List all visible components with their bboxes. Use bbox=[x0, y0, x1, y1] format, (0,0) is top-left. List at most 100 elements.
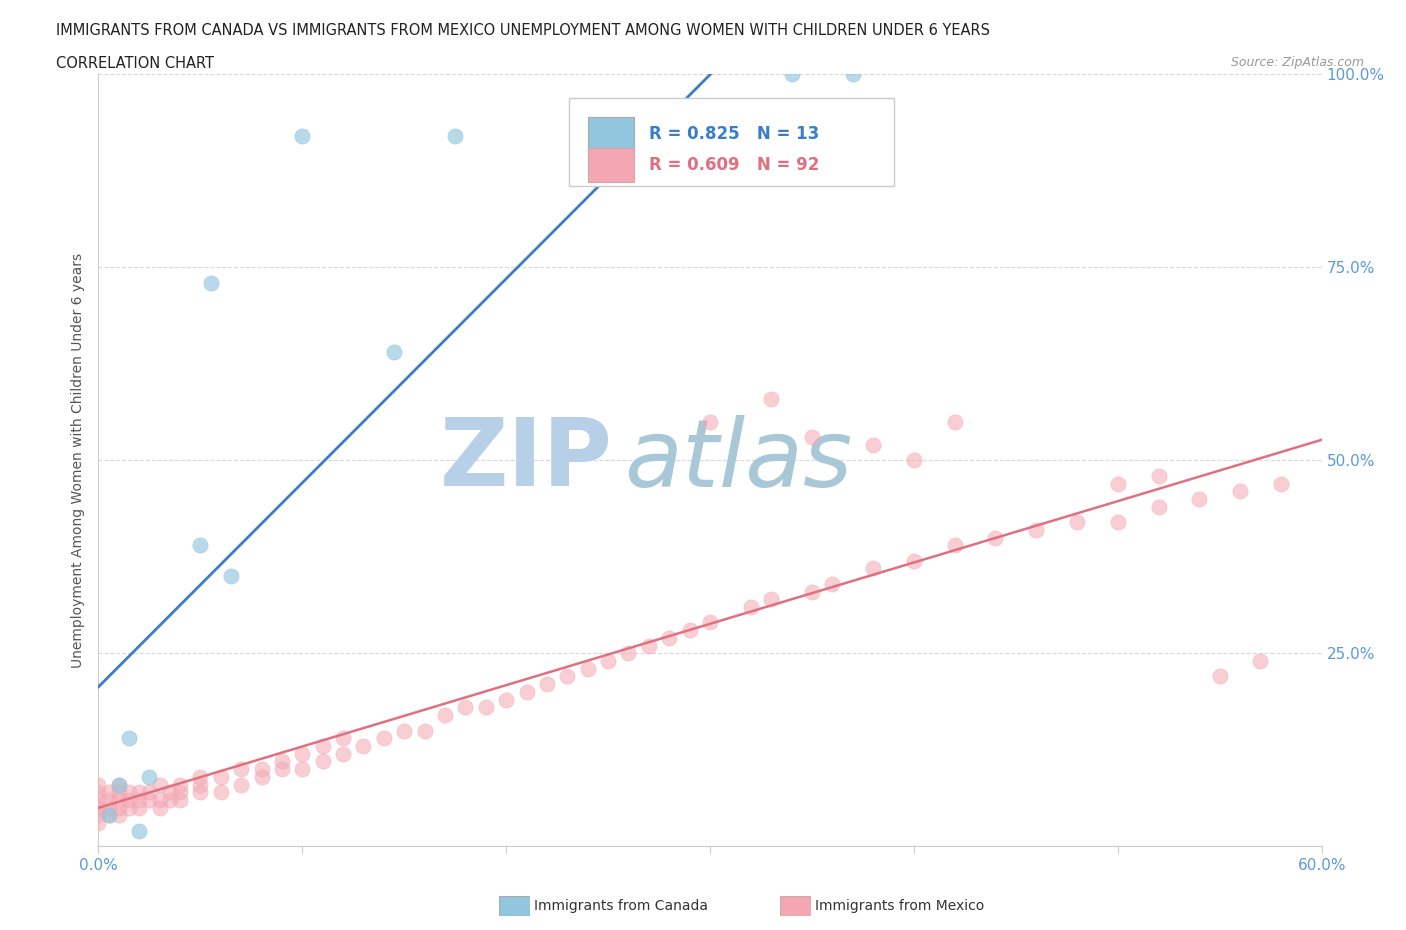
Point bbox=[87, 800, 110, 815]
Point bbox=[332, 746, 354, 761]
Point bbox=[188, 769, 212, 784]
Point bbox=[169, 785, 191, 800]
Point bbox=[188, 538, 212, 552]
Point bbox=[1270, 476, 1292, 491]
Text: IMMIGRANTS FROM CANADA VS IMMIGRANTS FROM MEXICO UNEMPLOYMENT AMONG WOMEN WITH C: IMMIGRANTS FROM CANADA VS IMMIGRANTS FRO… bbox=[56, 23, 990, 38]
Point bbox=[1107, 476, 1129, 491]
Point bbox=[495, 692, 517, 707]
Point bbox=[454, 700, 477, 715]
FancyBboxPatch shape bbox=[569, 98, 894, 186]
Point bbox=[638, 638, 661, 653]
Point bbox=[209, 769, 232, 784]
Point bbox=[200, 275, 222, 290]
Point bbox=[87, 816, 110, 830]
Point bbox=[821, 577, 844, 591]
Point bbox=[108, 785, 131, 800]
Point bbox=[1066, 514, 1088, 529]
Text: R = 0.825   N = 13: R = 0.825 N = 13 bbox=[650, 126, 820, 143]
Point bbox=[149, 777, 172, 792]
Point bbox=[270, 754, 294, 769]
Y-axis label: Unemployment Among Women with Children Under 6 years: Unemployment Among Women with Children U… bbox=[72, 253, 86, 668]
Point bbox=[128, 800, 150, 815]
Point bbox=[219, 569, 242, 584]
Point bbox=[1147, 469, 1170, 484]
Point bbox=[87, 792, 110, 807]
Point bbox=[312, 754, 335, 769]
Point bbox=[209, 785, 232, 800]
Point bbox=[149, 800, 172, 815]
Point bbox=[128, 792, 150, 807]
Point bbox=[97, 785, 120, 800]
Point bbox=[97, 792, 120, 807]
Point bbox=[536, 677, 558, 692]
Text: ZIP: ZIP bbox=[439, 415, 612, 506]
Point bbox=[1249, 654, 1271, 669]
Point bbox=[617, 646, 640, 661]
Point bbox=[188, 785, 212, 800]
Point bbox=[97, 808, 120, 823]
Point bbox=[1209, 669, 1232, 684]
Point bbox=[108, 777, 131, 792]
Point bbox=[231, 777, 253, 792]
Point bbox=[108, 777, 131, 792]
Point bbox=[780, 67, 803, 82]
Point bbox=[97, 800, 120, 815]
Point bbox=[382, 345, 405, 360]
Point bbox=[434, 708, 457, 723]
Point bbox=[291, 746, 314, 761]
Point bbox=[1025, 523, 1047, 538]
Point bbox=[740, 600, 762, 615]
Point bbox=[108, 792, 131, 807]
Point bbox=[576, 661, 599, 676]
Point bbox=[270, 762, 294, 777]
Point bbox=[169, 777, 191, 792]
Text: R = 0.609   N = 92: R = 0.609 N = 92 bbox=[650, 156, 820, 174]
Text: CORRELATION CHART: CORRELATION CHART bbox=[56, 56, 214, 71]
Point bbox=[159, 785, 181, 800]
Point bbox=[862, 561, 884, 576]
Point bbox=[943, 538, 966, 552]
Point bbox=[291, 128, 314, 143]
Point bbox=[801, 430, 824, 445]
Point bbox=[658, 631, 681, 645]
Point bbox=[149, 792, 172, 807]
Bar bbox=[588, 148, 634, 182]
Point bbox=[138, 785, 160, 800]
Point bbox=[679, 623, 702, 638]
Point bbox=[87, 785, 110, 800]
Text: Immigrants from Canada: Immigrants from Canada bbox=[534, 898, 709, 913]
Point bbox=[761, 591, 783, 606]
Point bbox=[97, 808, 120, 823]
Point bbox=[312, 738, 335, 753]
Point bbox=[188, 777, 212, 792]
Text: Immigrants from Mexico: Immigrants from Mexico bbox=[815, 898, 984, 913]
Point bbox=[87, 800, 110, 815]
Point bbox=[128, 823, 150, 838]
Point bbox=[138, 769, 160, 784]
Point bbox=[801, 584, 824, 599]
Point bbox=[332, 731, 354, 746]
Point bbox=[118, 785, 141, 800]
Point bbox=[903, 553, 925, 568]
Point bbox=[699, 415, 721, 430]
Point bbox=[1229, 484, 1251, 498]
Point bbox=[444, 128, 467, 143]
Point bbox=[250, 769, 273, 784]
Point bbox=[373, 731, 395, 746]
Point bbox=[1147, 499, 1170, 514]
Bar bbox=[588, 117, 634, 152]
Point bbox=[108, 808, 131, 823]
Point bbox=[943, 415, 966, 430]
Point bbox=[231, 762, 253, 777]
Point bbox=[413, 724, 436, 738]
Point bbox=[118, 792, 141, 807]
Point bbox=[474, 700, 498, 715]
Point bbox=[1107, 514, 1129, 529]
Text: Source: ZipAtlas.com: Source: ZipAtlas.com bbox=[1230, 56, 1364, 69]
Point bbox=[352, 738, 374, 753]
Point bbox=[984, 530, 1007, 545]
Point bbox=[250, 762, 273, 777]
Point bbox=[392, 724, 416, 738]
Text: atlas: atlas bbox=[624, 415, 852, 506]
Point bbox=[598, 654, 620, 669]
